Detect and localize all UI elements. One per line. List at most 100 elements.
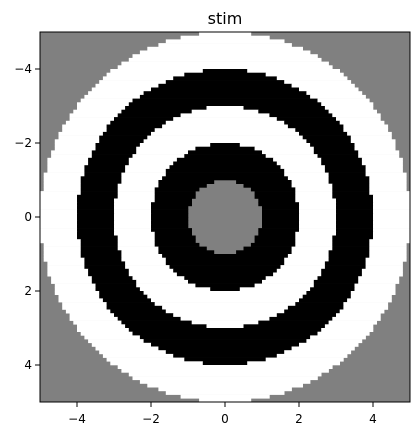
heatmap-cell-run	[95, 143, 141, 147]
heatmap-cell-run	[80, 176, 122, 181]
heatmap-cell-run	[254, 235, 296, 240]
heatmap-cell-run	[151, 209, 189, 214]
heatmap-cell-run	[332, 316, 381, 321]
heatmap-cell-run	[321, 328, 374, 332]
heatmap-cell-run	[139, 143, 211, 147]
heatmap-cell-run	[165, 261, 285, 266]
heatmap-cell-run	[77, 194, 118, 199]
heatmap-cell-run	[339, 309, 385, 314]
heatmap-cell-run	[336, 224, 374, 229]
heatmap-cell-run	[262, 224, 300, 229]
x-tick-label: 4	[369, 412, 377, 426]
heatmap-cell-run	[350, 291, 396, 295]
heatmap-cell-run	[99, 135, 148, 140]
heatmap-cell-run	[40, 224, 78, 229]
heatmap-cell-run	[336, 198, 374, 203]
heatmap-cell-run	[236, 180, 292, 184]
heatmap-cell-run	[373, 220, 411, 225]
heatmap-cell-run	[47, 165, 85, 170]
heatmap-cell-run	[262, 217, 300, 221]
heatmap-cell-run	[328, 250, 370, 255]
heatmap-cell-run	[299, 298, 348, 303]
heatmap-cell-run	[88, 339, 144, 344]
heatmap-cell-run	[110, 361, 204, 366]
heatmap-cell-run	[54, 139, 100, 144]
heatmap-cell-run	[128, 161, 174, 166]
heatmap-cell-run	[332, 183, 370, 188]
heatmap-cell-run	[173, 313, 278, 318]
heatmap-cell-run	[350, 294, 392, 299]
heatmap-cell-run	[365, 172, 407, 177]
heatmap-cell-run	[84, 265, 126, 270]
heatmap-cell-run	[69, 316, 118, 321]
heatmap-cell-run	[258, 231, 296, 236]
heatmap-cell-run	[77, 228, 115, 233]
heatmap-cell-run	[43, 187, 81, 192]
heatmap-cell-run	[299, 131, 348, 136]
heatmap-cell-run	[110, 120, 167, 125]
heatmap-cell-run	[284, 80, 352, 85]
heatmap-cell-run	[128, 372, 322, 377]
heatmap-cell-run	[40, 239, 81, 244]
heatmap-cell-run	[358, 276, 400, 281]
heatmap-cell-run	[324, 106, 374, 110]
heatmap-cell-run	[162, 305, 289, 310]
heatmap-cell-run	[258, 198, 296, 203]
heatmap-cell-run	[243, 106, 326, 110]
heatmap-cell-run	[106, 128, 155, 133]
x-tick-label: −2	[142, 412, 160, 426]
heatmap-cell-run	[254, 239, 296, 244]
heatmap-cell-run	[136, 150, 189, 155]
heatmap-cell-run	[313, 283, 355, 288]
heatmap-cell-run	[158, 250, 215, 255]
heatmap-cell-run	[154, 187, 200, 192]
heatmap-cell-run	[117, 242, 155, 247]
heatmap-cell-run	[132, 376, 318, 381]
heatmap-cell-run	[158, 346, 292, 351]
heatmap-cell-run	[350, 135, 392, 140]
heatmap-cell-run	[165, 350, 285, 355]
heatmap-cell-run	[43, 180, 81, 184]
heatmap-cell-run	[299, 217, 337, 221]
heatmap-cell-run	[336, 209, 374, 214]
heatmap-cell-run	[361, 157, 403, 162]
heatmap-cell-run	[43, 250, 81, 255]
heatmap-cell-run	[299, 224, 337, 229]
heatmap-cell-run	[328, 176, 370, 181]
heatmap-cell-run	[106, 302, 155, 307]
heatmap-cell-run	[117, 246, 159, 251]
heatmap-cell-run	[324, 261, 366, 266]
heatmap-cell-run	[165, 39, 285, 44]
heatmap-cell-run	[373, 205, 411, 210]
heatmap-cell-run	[158, 83, 292, 88]
chart-title: stim	[208, 9, 243, 28]
heatmap-cell-run	[95, 287, 141, 292]
heatmap-cell-run	[339, 120, 385, 125]
heatmap-cell-run	[121, 109, 192, 114]
heatmap-cell-run	[373, 231, 411, 236]
heatmap-cell-run	[165, 257, 285, 262]
heatmap-cell-run	[328, 254, 370, 258]
heatmap-cell-run	[250, 187, 296, 192]
heatmap-cell-run	[114, 220, 152, 225]
heatmap-cell-run	[114, 213, 152, 218]
heatmap-cell-run	[114, 224, 152, 229]
heatmap-cell-run	[369, 187, 407, 192]
heatmap-cell-run	[254, 194, 296, 199]
heatmap-cell-run	[373, 194, 411, 199]
heatmap-cell-run	[128, 157, 178, 162]
heatmap-cell-run	[158, 183, 207, 188]
heatmap-cell-run	[265, 154, 318, 159]
heatmap-cell-run	[154, 239, 196, 244]
heatmap-cell-run	[84, 168, 126, 173]
heatmap-cell-run	[77, 209, 115, 214]
heatmap-cell-run	[139, 94, 311, 99]
heatmap-cell-run	[117, 187, 155, 192]
y-tick-label: 4	[24, 358, 32, 372]
heatmap-cell-run	[154, 242, 200, 247]
heatmap-cell-run	[310, 143, 355, 147]
heatmap-cell-run	[173, 117, 278, 122]
heatmap-cell-run	[265, 357, 344, 362]
heatmap-cell-run	[151, 298, 300, 303]
heatmap-cell-run	[147, 294, 303, 299]
